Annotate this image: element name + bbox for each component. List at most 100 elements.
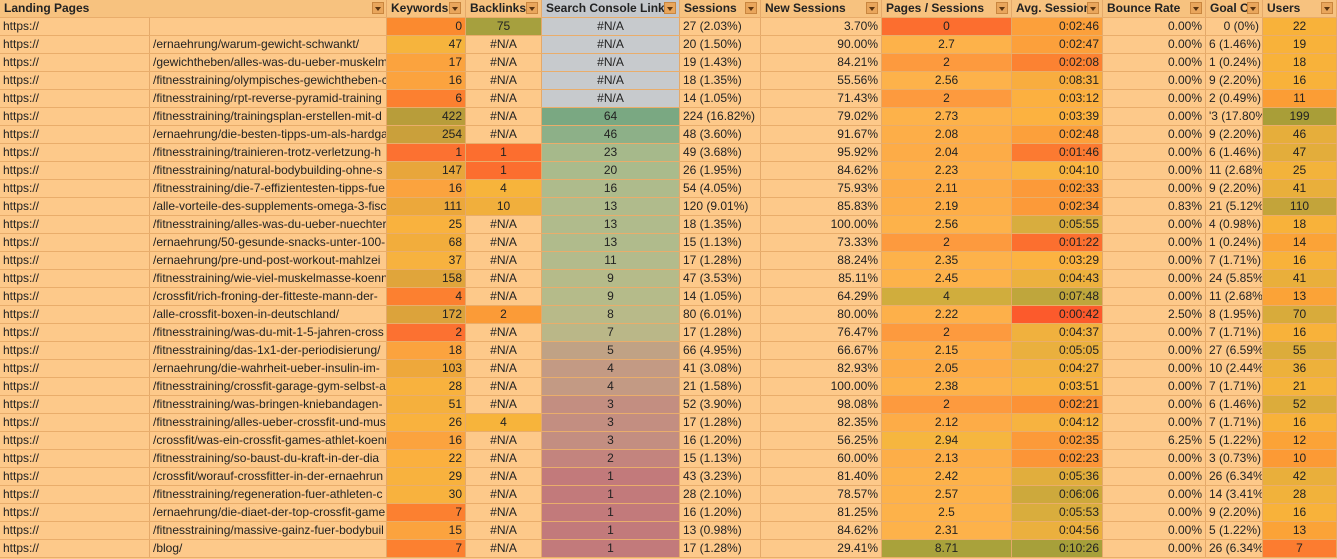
cell-domain[interactable]: https:// <box>0 126 150 143</box>
cell-goal-compl[interactable]: 26 (6.34%) <box>1206 468 1263 485</box>
cell-backlinks[interactable]: #N/A <box>466 504 542 521</box>
cell-backlinks[interactable]: #N/A <box>466 324 542 341</box>
cell-bounce-rate[interactable]: 0.00% <box>1103 540 1206 557</box>
cell-sessions[interactable]: 47 (3.53%) <box>680 270 761 287</box>
cell-domain[interactable]: https:// <box>0 396 150 413</box>
cell-backlinks[interactable]: 4 <box>466 180 542 197</box>
header-bounce-rate[interactable]: Bounce Rate <box>1103 0 1206 17</box>
cell-new-sessions[interactable]: 95.92% <box>761 144 882 161</box>
cell-sc-links[interactable]: 8 <box>542 306 680 323</box>
cell-path[interactable]: /blog/ <box>150 540 387 557</box>
cell-new-sessions[interactable]: 60.00% <box>761 450 882 467</box>
cell-bounce-rate[interactable]: 0.00% <box>1103 144 1206 161</box>
cell-domain[interactable]: https:// <box>0 288 150 305</box>
filter-dropdown-icon[interactable] <box>1190 2 1202 14</box>
cell-avg-session[interactable]: 0:02:35 <box>1012 432 1103 449</box>
cell-new-sessions[interactable]: 84.62% <box>761 522 882 539</box>
cell-sessions[interactable]: 14 (1.05%) <box>680 90 761 107</box>
cell-goal-compl[interactable]: 5 (1.22%) <box>1206 522 1263 539</box>
cell-path[interactable]: /crossfit/worauf-crossfitter-in-der-erna… <box>150 468 387 485</box>
cell-pages-session[interactable]: 2.73 <box>882 108 1012 125</box>
cell-pages-session[interactable]: 2 <box>882 54 1012 71</box>
cell-sc-links[interactable]: 9 <box>542 270 680 287</box>
cell-sc-links[interactable]: #N/A <box>542 54 680 71</box>
table-row[interactable]: https:///fitnesstraining/wie-viel-muskel… <box>0 270 1337 288</box>
table-row[interactable]: https:///alle-vorteile-des-supplements-o… <box>0 198 1337 216</box>
cell-backlinks[interactable]: #N/A <box>466 90 542 107</box>
cell-users[interactable]: 41 <box>1263 270 1337 287</box>
cell-users[interactable]: 47 <box>1263 144 1337 161</box>
table-row[interactable]: https:///fitnesstraining/das-1x1-der-per… <box>0 342 1337 360</box>
cell-pages-session[interactable]: 2 <box>882 396 1012 413</box>
cell-users[interactable]: 16 <box>1263 414 1337 431</box>
cell-pages-session[interactable]: 0 <box>882 18 1012 35</box>
cell-new-sessions[interactable]: 76.47% <box>761 324 882 341</box>
cell-sc-links[interactable]: 4 <box>542 360 680 377</box>
table-row[interactable]: https:///gewichtheben/alles-was-du-ueber… <box>0 54 1337 72</box>
cell-pages-session[interactable]: 2.19 <box>882 198 1012 215</box>
cell-keywords[interactable]: 16 <box>387 180 466 197</box>
cell-avg-session[interactable]: 0:05:55 <box>1012 216 1103 233</box>
cell-sessions[interactable]: 14 (1.05%) <box>680 288 761 305</box>
table-row[interactable]: https:///crossfit/worauf-crossfitter-in-… <box>0 468 1337 486</box>
cell-backlinks[interactable]: #N/A <box>466 252 542 269</box>
cell-users[interactable]: 14 <box>1263 234 1337 251</box>
cell-keywords[interactable]: 26 <box>387 414 466 431</box>
cell-backlinks[interactable]: #N/A <box>466 450 542 467</box>
cell-path[interactable]: /alle-vorteile-des-supplements-omega-3-f… <box>150 198 387 215</box>
cell-pages-session[interactable]: 2.08 <box>882 126 1012 143</box>
cell-goal-compl[interactable]: 4 (0.98%) <box>1206 216 1263 233</box>
cell-bounce-rate[interactable]: 0.00% <box>1103 126 1206 143</box>
cell-avg-session[interactable]: 0:02:34 <box>1012 198 1103 215</box>
cell-users[interactable]: 16 <box>1263 324 1337 341</box>
cell-domain[interactable]: https:// <box>0 414 150 431</box>
cell-domain[interactable]: https:// <box>0 162 150 179</box>
cell-keywords[interactable]: 25 <box>387 216 466 233</box>
cell-sessions[interactable]: 20 (1.50%) <box>680 36 761 53</box>
cell-backlinks[interactable]: #N/A <box>466 108 542 125</box>
cell-sc-links[interactable]: 13 <box>542 234 680 251</box>
cell-pages-session[interactable]: 2.7 <box>882 36 1012 53</box>
cell-new-sessions[interactable]: 73.33% <box>761 234 882 251</box>
cell-sc-links[interactable]: 1 <box>542 540 680 557</box>
cell-path[interactable]: /fitnesstraining/trainieren-trotz-verlet… <box>150 144 387 161</box>
cell-pages-session[interactable]: 2.56 <box>882 72 1012 89</box>
cell-keywords[interactable]: 172 <box>387 306 466 323</box>
sort-filter-dropdown-icon[interactable] <box>664 2 676 14</box>
cell-sc-links[interactable]: 23 <box>542 144 680 161</box>
table-row[interactable]: https:///fitnesstraining/crossfit-garage… <box>0 378 1337 396</box>
cell-sc-links[interactable]: 13 <box>542 198 680 215</box>
cell-avg-session[interactable]: 0:04:12 <box>1012 414 1103 431</box>
cell-users[interactable]: 13 <box>1263 522 1337 539</box>
header-pages-sessions[interactable]: Pages / Sessions <box>882 0 1012 17</box>
cell-pages-session[interactable]: 2 <box>882 234 1012 251</box>
cell-sessions[interactable]: 80 (6.01%) <box>680 306 761 323</box>
cell-sessions[interactable]: 17 (1.28%) <box>680 414 761 431</box>
cell-goal-compl[interactable]: 27 (6.59%) <box>1206 342 1263 359</box>
cell-backlinks[interactable]: #N/A <box>466 360 542 377</box>
cell-avg-session[interactable]: 0:03:39 <box>1012 108 1103 125</box>
cell-avg-session[interactable]: 0:06:06 <box>1012 486 1103 503</box>
cell-goal-compl[interactable]: 2 (0.49%) <box>1206 90 1263 107</box>
cell-domain[interactable]: https:// <box>0 18 150 35</box>
cell-avg-session[interactable]: 0:02:33 <box>1012 180 1103 197</box>
cell-keywords[interactable]: 16 <box>387 432 466 449</box>
cell-backlinks[interactable]: #N/A <box>466 486 542 503</box>
cell-pages-session[interactable]: 2.31 <box>882 522 1012 539</box>
cell-goal-compl[interactable]: 11 (2.68%) <box>1206 288 1263 305</box>
cell-path[interactable]: /fitnesstraining/massive-gainz-fuer-body… <box>150 522 387 539</box>
cell-sessions[interactable]: 27 (2.03%) <box>680 18 761 35</box>
header-search-console-links[interactable]: Search Console Links <box>542 0 680 17</box>
cell-sc-links[interactable]: 1 <box>542 504 680 521</box>
cell-users[interactable]: 16 <box>1263 72 1337 89</box>
cell-users[interactable]: 46 <box>1263 126 1337 143</box>
cell-goal-compl[interactable]: 5 (1.22%) <box>1206 432 1263 449</box>
cell-keywords[interactable]: 28 <box>387 378 466 395</box>
cell-sc-links[interactable]: 64 <box>542 108 680 125</box>
cell-path[interactable]: /crossfit/was-ein-crossfit-games-athlet-… <box>150 432 387 449</box>
cell-backlinks[interactable]: #N/A <box>466 396 542 413</box>
cell-domain[interactable]: https:// <box>0 306 150 323</box>
filter-dropdown-icon[interactable] <box>1321 2 1333 14</box>
cell-new-sessions[interactable]: 85.83% <box>761 198 882 215</box>
cell-backlinks[interactable]: #N/A <box>466 468 542 485</box>
